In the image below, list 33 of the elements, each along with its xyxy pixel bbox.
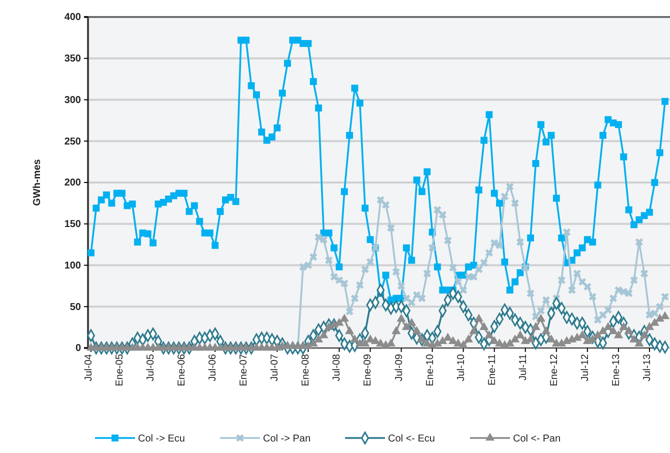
- x-tick-label: Jul-07: [270, 354, 281, 382]
- y-tick-label: 50: [70, 302, 82, 313]
- x-tick-label: Ene-13: [610, 354, 622, 386]
- y-tick-label: 250: [64, 136, 82, 148]
- legend-label: Col <- Pan: [513, 434, 561, 444]
- x-tick-label: Jul-10: [456, 354, 467, 382]
- y-tick-label: 150: [64, 219, 82, 230]
- x-tick-label: Ene-05: [114, 354, 126, 386]
- y-axis-title: GWh-mes: [32, 158, 43, 206]
- x-tick-label: Ene-06: [176, 354, 188, 386]
- x-tick-label: Jul-06: [208, 354, 219, 382]
- x-tick-label: Jul-13: [642, 354, 653, 382]
- legend-label: Col -> Pan: [263, 434, 311, 444]
- x-tick-label: Ene-09: [362, 354, 374, 386]
- x-tick-label: Ene-10: [424, 354, 436, 386]
- y-tick-label: 300: [64, 94, 82, 106]
- x-tick-label: Ene-12: [548, 354, 560, 386]
- x-tick-label: Jul-05: [146, 354, 157, 382]
- x-tick-label: Jul-12: [580, 354, 591, 382]
- legend-label: Col <- Ecu: [388, 434, 435, 444]
- x-tick-label: Jul-04: [84, 354, 94, 382]
- x-tick-label: Jul-09: [394, 354, 405, 382]
- y-tick-label: 350: [64, 54, 82, 65]
- y-tick-label: 200: [64, 178, 82, 189]
- y-tick-label: 0: [75, 343, 82, 354]
- y-tick-label: 100: [64, 260, 82, 272]
- legend-label: Col -> Ecu: [138, 434, 185, 444]
- x-tick-label: Ene-08: [300, 354, 312, 386]
- x-tick-label: Jul-08: [332, 354, 343, 382]
- x-tick-label: Jul-11: [518, 354, 529, 380]
- y-tick-label: 400: [64, 12, 82, 24]
- x-tick-label: Ene-11: [486, 354, 498, 386]
- x-tick-label: Ene-07: [238, 354, 250, 386]
